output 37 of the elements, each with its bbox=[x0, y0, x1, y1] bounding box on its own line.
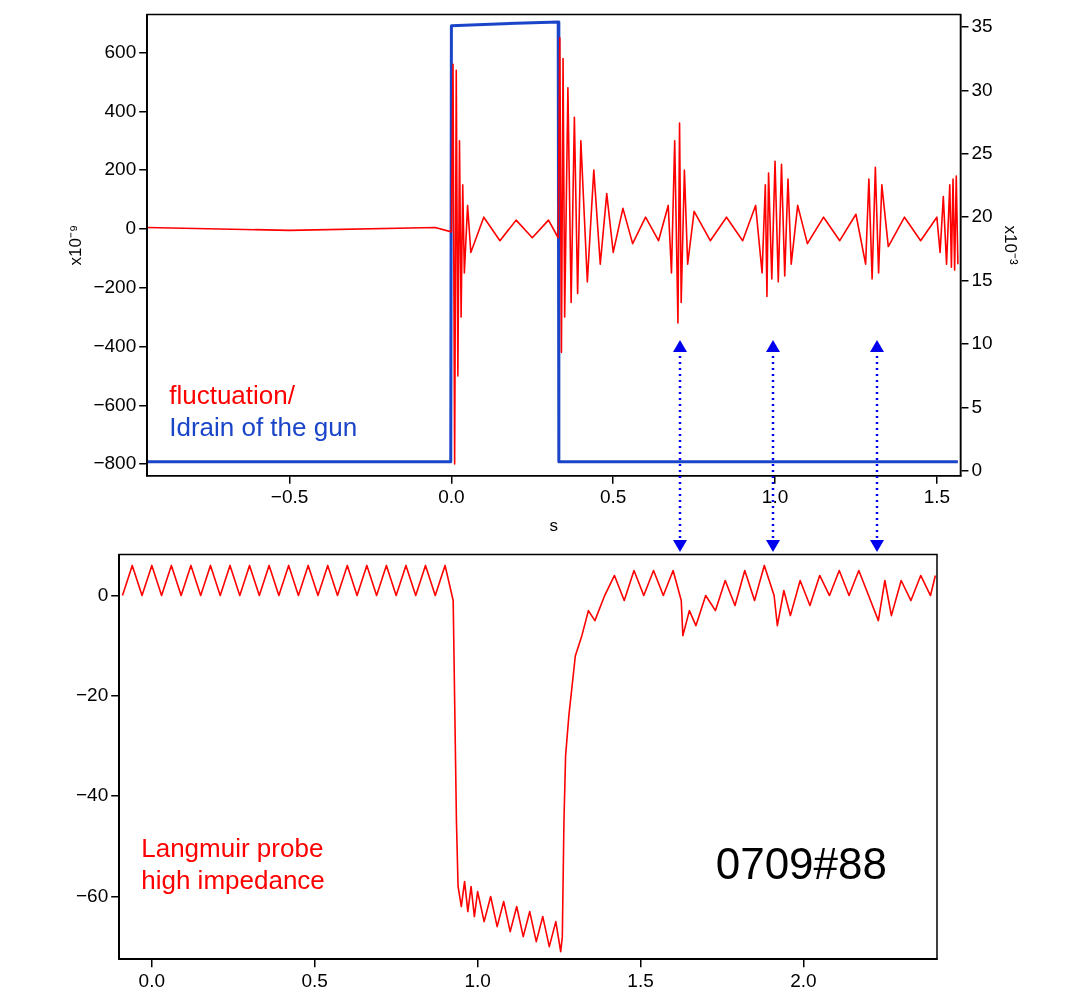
x-tick-label: 1.5 bbox=[627, 969, 654, 991]
y-tick-label: 0 bbox=[97, 583, 109, 605]
x-tick-label: −0.5 bbox=[270, 486, 309, 508]
y-tick-label: −400 bbox=[93, 334, 137, 356]
text: Langmuir probe high impedance bbox=[141, 833, 325, 896]
y-tick-label: −800 bbox=[93, 452, 137, 474]
y-tick-label: −600 bbox=[93, 393, 137, 415]
y-tick-label: 600 bbox=[104, 40, 137, 62]
x-tick-label: 2.0 bbox=[790, 969, 817, 991]
y-tick-label: −40 bbox=[76, 784, 109, 806]
y2-tick-label: 5 bbox=[971, 395, 983, 417]
y2-tick-label: 10 bbox=[971, 332, 993, 354]
y-tick-label: −20 bbox=[76, 684, 109, 706]
y2-tick-label: 30 bbox=[971, 78, 993, 100]
x-tick-label: 0.0 bbox=[438, 486, 465, 508]
y-axis-title: x10⁻⁹ bbox=[65, 224, 85, 266]
y2-tick-label: 25 bbox=[971, 142, 993, 164]
x-axis-title: s bbox=[549, 516, 559, 536]
y-tick-label: −200 bbox=[93, 275, 137, 297]
y-tick-label: 200 bbox=[104, 158, 137, 180]
y2-tick-label: 15 bbox=[971, 268, 993, 290]
x-tick-label: 1.0 bbox=[464, 969, 491, 991]
y2-tick-label: 0 bbox=[971, 458, 983, 480]
y-tick-label: 400 bbox=[104, 99, 137, 121]
series-label: Idrain of the gun bbox=[169, 411, 358, 442]
annotation: 0709#88 bbox=[715, 839, 887, 889]
y2-axis-title: x10⁻³ bbox=[1001, 225, 1021, 265]
x-tick-label: 1.5 bbox=[923, 486, 951, 508]
y2-tick-label: 20 bbox=[971, 205, 993, 227]
x-tick-label: 0.5 bbox=[301, 969, 328, 991]
x-tick-label: 1.0 bbox=[761, 486, 789, 508]
y-tick-label: −60 bbox=[76, 884, 109, 906]
y-tick-label: 0 bbox=[125, 217, 137, 239]
text: fluctuation/ bbox=[169, 379, 296, 410]
y2-tick-label: 35 bbox=[971, 15, 993, 37]
x-tick-label: 0.5 bbox=[600, 486, 627, 508]
x-tick-label: 0.0 bbox=[138, 969, 166, 991]
